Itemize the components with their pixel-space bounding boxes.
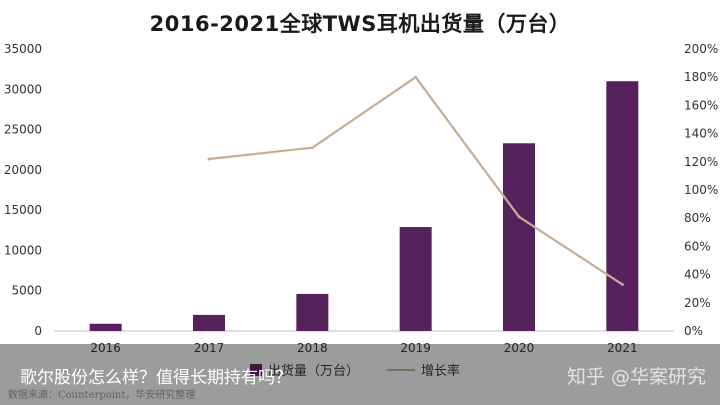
watermark: 知乎 @华案研究 — [566, 366, 706, 388]
x-tick-label: 2019 — [400, 341, 431, 355]
chart-legend: 出货量（万台） 增长率 — [250, 360, 460, 379]
y-right-tick-label: 0% — [684, 324, 703, 338]
legend-label-bar: 出货量（万台） — [268, 364, 360, 379]
y-left-tick-label: 15000 — [4, 203, 42, 217]
caption-text: 歌尔股份怎么样？值得长期持有吗？ — [20, 368, 292, 388]
growth-point-2020 — [517, 215, 521, 219]
x-tick-label: 2021 — [607, 341, 638, 355]
y-right-tick-label: 160% — [684, 98, 718, 112]
legend-label-line: 增长率 — [421, 364, 461, 379]
y-right-tick-label: 60% — [684, 239, 711, 253]
y-left-tick-label: 10000 — [4, 243, 42, 257]
y-left-tick-label: 5000 — [11, 284, 42, 298]
y-right-tick-label: 40% — [684, 268, 711, 282]
y-right-tick-label: 180% — [684, 70, 718, 84]
y-right-tick-label: 80% — [684, 211, 711, 225]
source-note: 数据来源：Counterpoint，华安研究整理 — [8, 390, 196, 401]
y-left-tick-label: 20000 — [4, 163, 42, 177]
growth-point-2017 — [207, 157, 211, 161]
y-left-tick-label: 25000 — [4, 123, 42, 137]
legend-swatch-bar — [250, 363, 262, 376]
y-left-tick-label: 30000 — [4, 82, 42, 96]
y-right-tick-label: 100% — [684, 183, 718, 197]
bar-2019 — [399, 227, 432, 331]
bar-2020 — [503, 143, 535, 331]
y-left-tick-label: 35000 — [4, 42, 42, 56]
growth-point-2021 — [620, 282, 624, 286]
x-tick-label: 2016 — [90, 341, 121, 355]
bar-2017 — [193, 314, 225, 331]
x-tick-label: 2018 — [297, 341, 328, 355]
growth-point-2018 — [310, 146, 314, 150]
y-right-tick-label: 120% — [684, 155, 718, 169]
y-right-tick-label: 200% — [684, 42, 718, 56]
bar-2021 — [606, 81, 639, 331]
legend-swatch-line — [387, 368, 416, 371]
bar-2016 — [89, 323, 122, 331]
y-right-tick-label: 20% — [684, 296, 711, 310]
x-tick-label: 2020 — [504, 341, 535, 355]
bar-2018 — [296, 293, 329, 331]
chart-title: 2016-2021全球TWS耳机出货量（万台） — [149, 12, 571, 36]
y-left-tick-label: 0 — [34, 324, 42, 338]
x-tick-label: 2017 — [194, 341, 225, 355]
caption-overlay — [0, 344, 720, 405]
growth-point-2019 — [414, 75, 418, 79]
y-right-tick-label: 140% — [684, 127, 718, 141]
